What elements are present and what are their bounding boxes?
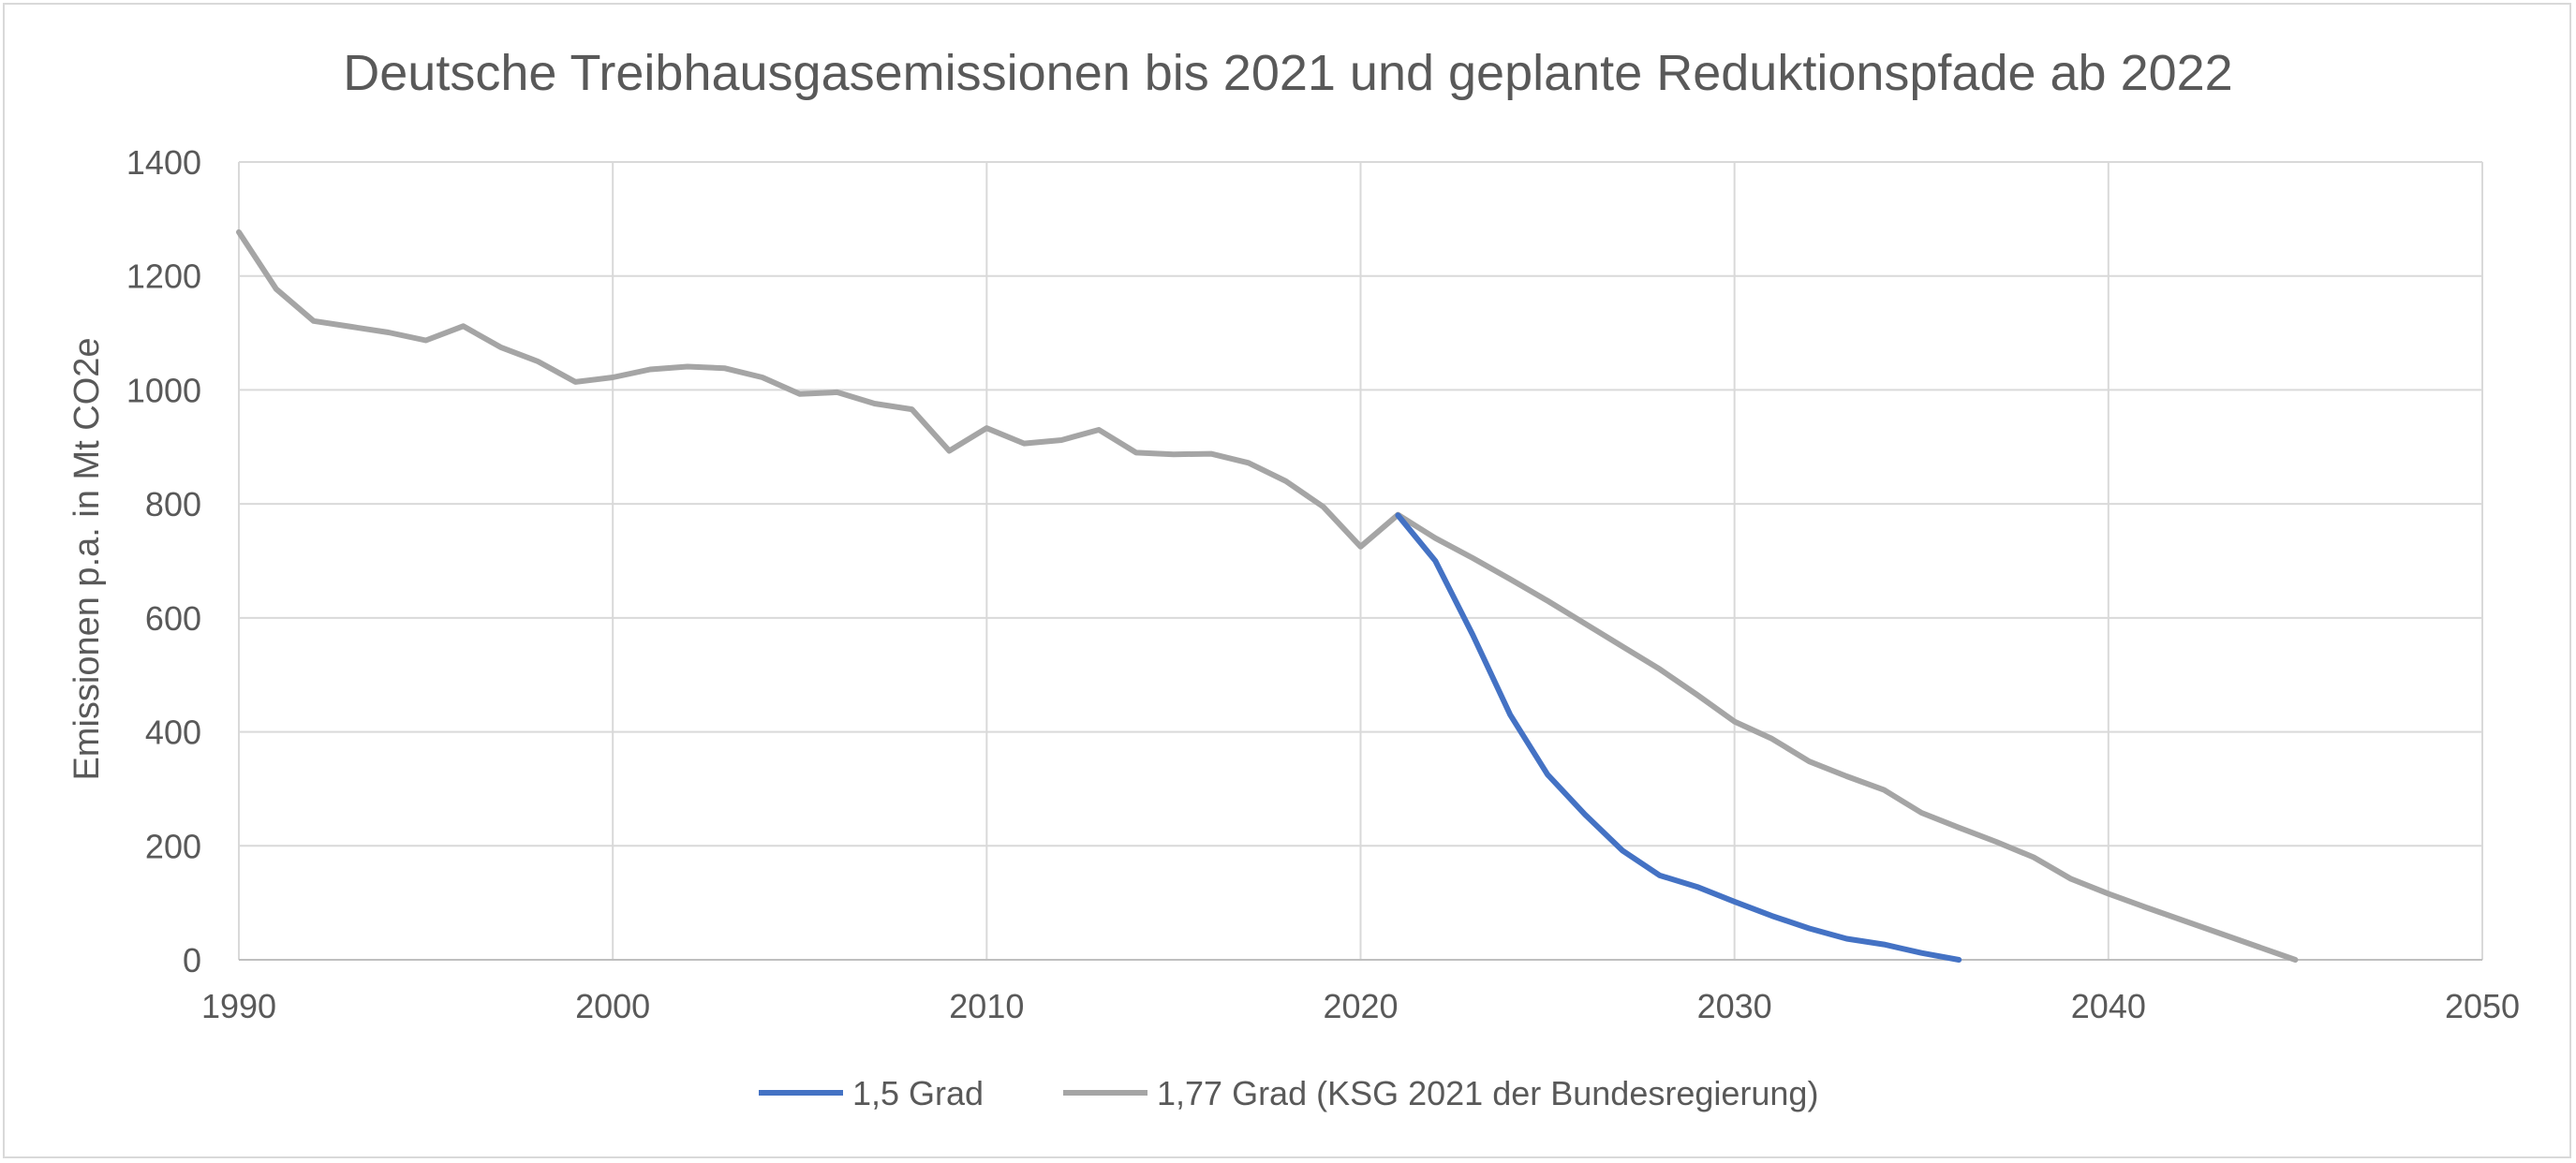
y-tick-labels: 0 200 400 600 800 1000 1200 1400	[126, 143, 201, 979]
y-tick-label: 1400	[126, 143, 201, 182]
legend-label: 1,77 Grad (KSG 2021 der Bundesregierung)	[1157, 1074, 1818, 1112]
x-tick-label: 2000	[575, 987, 650, 1025]
y-tick-label: 400	[145, 714, 201, 752]
gridlines	[238, 161, 2483, 960]
x-tick-label: 2030	[1697, 987, 1772, 1025]
chart-frame	[3, 3, 2571, 1158]
series-lines	[236, 228, 2299, 963]
y-tick-label: 600	[145, 599, 201, 638]
x-tick-label: 1990	[201, 987, 276, 1025]
series-line-2	[236, 228, 2299, 963]
x-tick-label: 2010	[949, 987, 1024, 1025]
y-tick-label: 200	[145, 827, 201, 865]
y-tick-label: 1200	[126, 258, 201, 296]
y-tick-label: 0	[183, 941, 201, 979]
x-tick-label: 2050	[2445, 987, 2520, 1025]
x-tick-label: 2020	[1323, 987, 1398, 1025]
chart-title: Deutsche Treibhausgasemissionen bis 2021…	[343, 45, 2232, 101]
y-axis-label: Emissionen p.a. in Mt CO2e	[67, 337, 107, 780]
y-tick-label: 1000	[126, 371, 201, 409]
legend: 1,5 Grad 1,77 Grad (KSG 2021 der Bundesre…	[759, 1074, 1818, 1112]
y-tick-label: 800	[145, 485, 201, 523]
x-tick-labels: 1990 2000 2010 2020 2030 2040 2050	[201, 987, 2520, 1025]
series-line-1	[1395, 512, 1962, 963]
x-tick-label: 2040	[2071, 987, 2146, 1025]
legend-label: 1,5 Grad	[852, 1074, 984, 1112]
